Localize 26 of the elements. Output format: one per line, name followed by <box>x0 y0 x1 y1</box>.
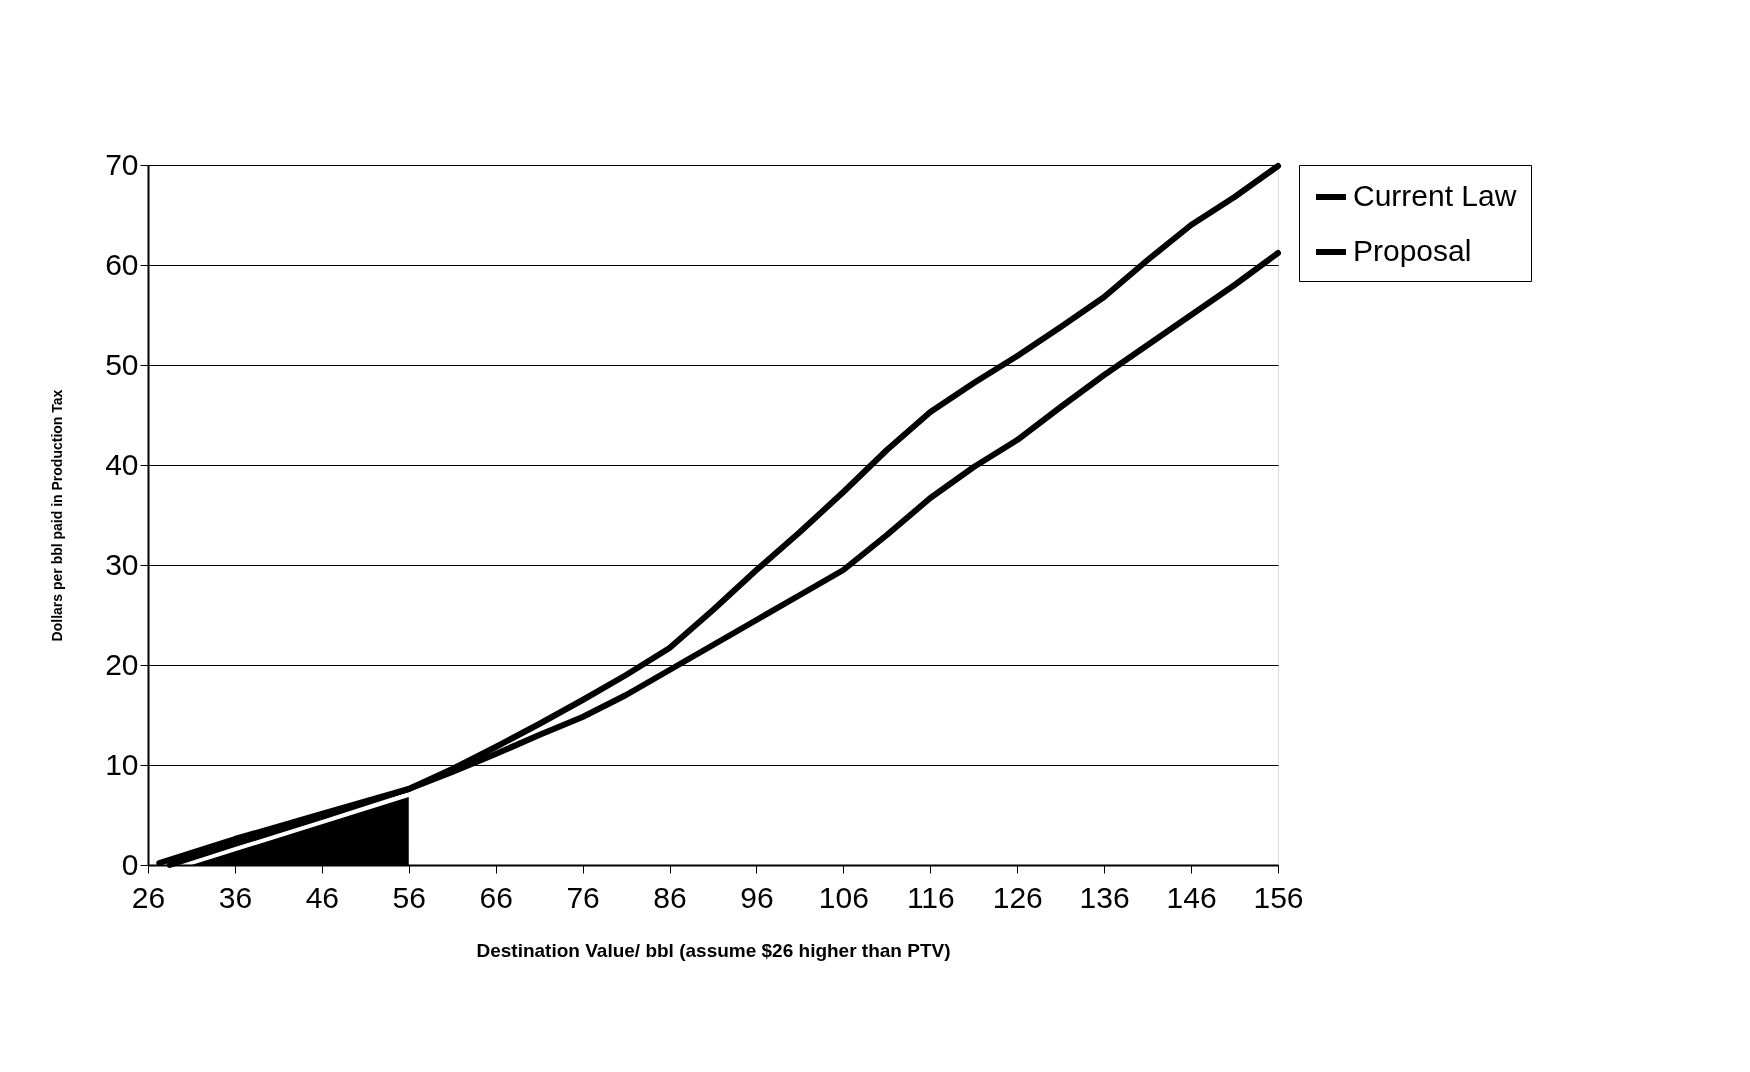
x-tick-label: 56 <box>392 880 426 914</box>
x-tick-label: 36 <box>218 880 253 914</box>
x-tick-label: 96 <box>740 880 774 914</box>
y-tick-label: 50 <box>105 347 139 381</box>
x-tick-label: 76 <box>566 880 600 914</box>
x-tick-label: 116 <box>906 880 955 914</box>
y-tick-label: 30 <box>105 547 139 581</box>
x-tick-label: 126 <box>992 880 1043 914</box>
x-tick-label: 146 <box>1166 880 1217 914</box>
y-tick-label: 20 <box>105 647 139 681</box>
x-tick-label: 26 <box>131 880 166 914</box>
y-tick-label: 60 <box>105 247 139 281</box>
y-tick-label: 10 <box>105 747 139 781</box>
x-axis-title: Destination Value/ bbl (assume $26 higher than PTV) <box>476 939 951 961</box>
x-tick-label: 66 <box>479 880 513 914</box>
x-tick-label: 86 <box>653 880 687 914</box>
x-tick-label: 46 <box>305 880 340 914</box>
legend-label: Current Law <box>1353 179 1517 212</box>
legend-label: Proposal <box>1353 234 1472 267</box>
y-tick-label: 0 <box>121 847 139 881</box>
x-tick-label: 156 <box>1253 880 1304 914</box>
x-tick-label: 136 <box>1079 880 1130 914</box>
y-tick-label: 40 <box>105 447 139 481</box>
y-tick-label: 70 <box>105 147 139 181</box>
y-axis-title: Dollars per bbl paid in Production Tax <box>49 389 66 642</box>
x-tick-label: 106 <box>818 880 869 914</box>
